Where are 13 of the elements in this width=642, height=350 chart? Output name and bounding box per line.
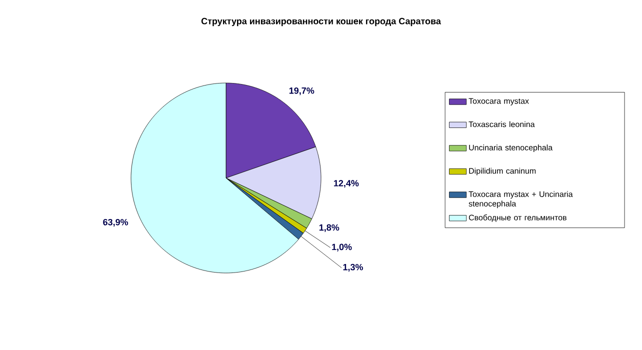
legend-label: Toxocara mystax + Uncinaria stenocephala xyxy=(468,191,573,208)
data-label: 1,8% xyxy=(319,224,340,232)
legend-label: Uncinaria stenocephala xyxy=(469,144,553,152)
data-label: 63,9% xyxy=(103,218,128,227)
legend-label: Toxocara mystax xyxy=(468,98,529,106)
legend-label: Dipilidium caninum xyxy=(469,168,536,176)
data-label: 12,4% xyxy=(334,180,359,188)
legend-label: Toxascaris leonina xyxy=(468,121,535,128)
data-label: 1,3% xyxy=(343,264,363,272)
legend-label: Свободные от гельминтов xyxy=(468,214,566,222)
chart-title: Структура инвазированности кошек города Саратова xyxy=(201,18,442,26)
data-label: 19,7% xyxy=(289,87,314,96)
data-label: 1,0% xyxy=(332,244,352,252)
